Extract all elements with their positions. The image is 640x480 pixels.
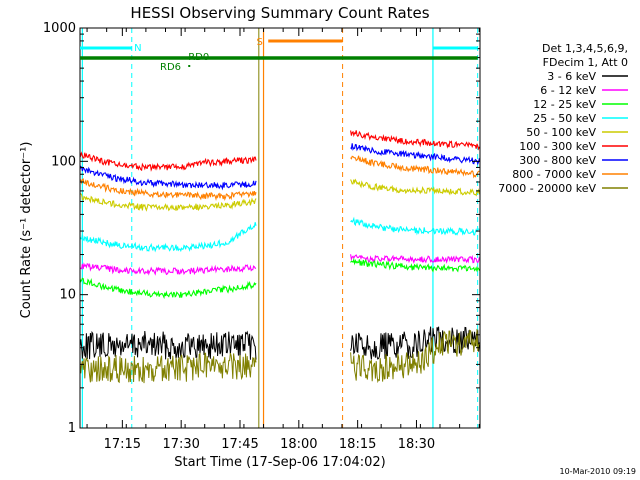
- legend-header-line-2: FDecim 1, Att 0: [543, 56, 628, 69]
- series-800-7000-kev: [79, 155, 480, 201]
- series-6-12-kev: [79, 254, 480, 276]
- series-segment: [79, 192, 257, 212]
- series-segment: [79, 178, 257, 201]
- x-axis-label: Start Time (17-Sep-06 17:04:02): [174, 455, 385, 470]
- series-25-50-kev: [79, 216, 480, 253]
- x-tick-label: 18:30: [398, 437, 435, 452]
- legend: Det 1,3,4,5,6,9, FDecim 1, Att 0 3 - 6 k…: [498, 42, 628, 195]
- series-3-6-kev: [79, 326, 480, 360]
- footer-date: 10-Mar-2010 09:19: [560, 467, 637, 476]
- series-segment: [350, 130, 480, 151]
- x-tick-label: 17:15: [104, 437, 141, 452]
- series-segment: [350, 155, 480, 179]
- legend-label: 100 - 300 keV: [519, 140, 596, 153]
- series-segment: [350, 216, 480, 236]
- series-segment: [79, 352, 257, 384]
- annotation-rd0: RD0: [188, 52, 209, 63]
- y-tick-label: 10: [59, 288, 76, 303]
- plot-frame: [79, 27, 481, 429]
- series-12-25-kev: [79, 257, 480, 300]
- annotation-s: S: [256, 37, 262, 48]
- series-layer: [79, 130, 480, 384]
- series-segment: [350, 257, 480, 273]
- x-axis: 17:15 17:30 17:45 18:00 18:15 18:30: [86, 28, 480, 452]
- annotations: N S RD6 RD0: [80, 37, 478, 73]
- series-50-100-kev: [79, 178, 480, 212]
- series-segment: [79, 262, 257, 276]
- x-tick-label: 17:45: [221, 437, 258, 452]
- annotation-rd6: RD6: [160, 62, 181, 73]
- legend-label: 12 - 25 keV: [533, 98, 596, 111]
- series-segment: [350, 326, 480, 360]
- legend-label: 25 - 50 keV: [533, 112, 596, 125]
- legend-label: 7000 - 20000 keV: [498, 182, 596, 195]
- series-segment: [350, 254, 480, 264]
- y-axis-label: Count Rate (s⁻¹ detector⁻¹): [19, 142, 34, 319]
- y-tick-label: 1000: [43, 21, 76, 36]
- series-segment: [79, 165, 257, 191]
- series-segment: [350, 178, 480, 197]
- y-tick-label: 100: [51, 154, 76, 169]
- annotation-n: N: [134, 43, 141, 54]
- legend-label: 50 - 100 keV: [526, 126, 596, 139]
- chart-title: HESSI Observing Summary Count Rates: [130, 4, 429, 22]
- series-segment: [350, 328, 480, 384]
- series-segment: [79, 222, 257, 253]
- y-tick-label: 1: [68, 421, 76, 436]
- legend-label: 3 - 6 keV: [547, 70, 596, 83]
- x-tick-label: 17:30: [162, 437, 199, 452]
- x-tick-label: 18:15: [339, 437, 376, 452]
- legend-label: 300 - 800 keV: [519, 154, 596, 167]
- series-300-800-kev: [79, 143, 480, 191]
- x-tick-label: 18:00: [280, 437, 317, 452]
- series-7000-20000-kev: [79, 328, 480, 384]
- series-100-300-kev: [79, 130, 480, 172]
- series-segment: [79, 277, 257, 300]
- series-segment: [350, 143, 480, 166]
- legend-label: 800 - 7000 keV: [512, 168, 596, 181]
- series-segment: [79, 151, 257, 172]
- series-segment: [79, 330, 257, 360]
- plot-border: [79, 27, 481, 429]
- legend-label: 6 - 12 keV: [540, 84, 596, 97]
- event-markers: [81, 28, 479, 428]
- rd6-dot: [188, 65, 191, 67]
- legend-header-line-1: Det 1,3,4,5,6,9,: [542, 42, 628, 55]
